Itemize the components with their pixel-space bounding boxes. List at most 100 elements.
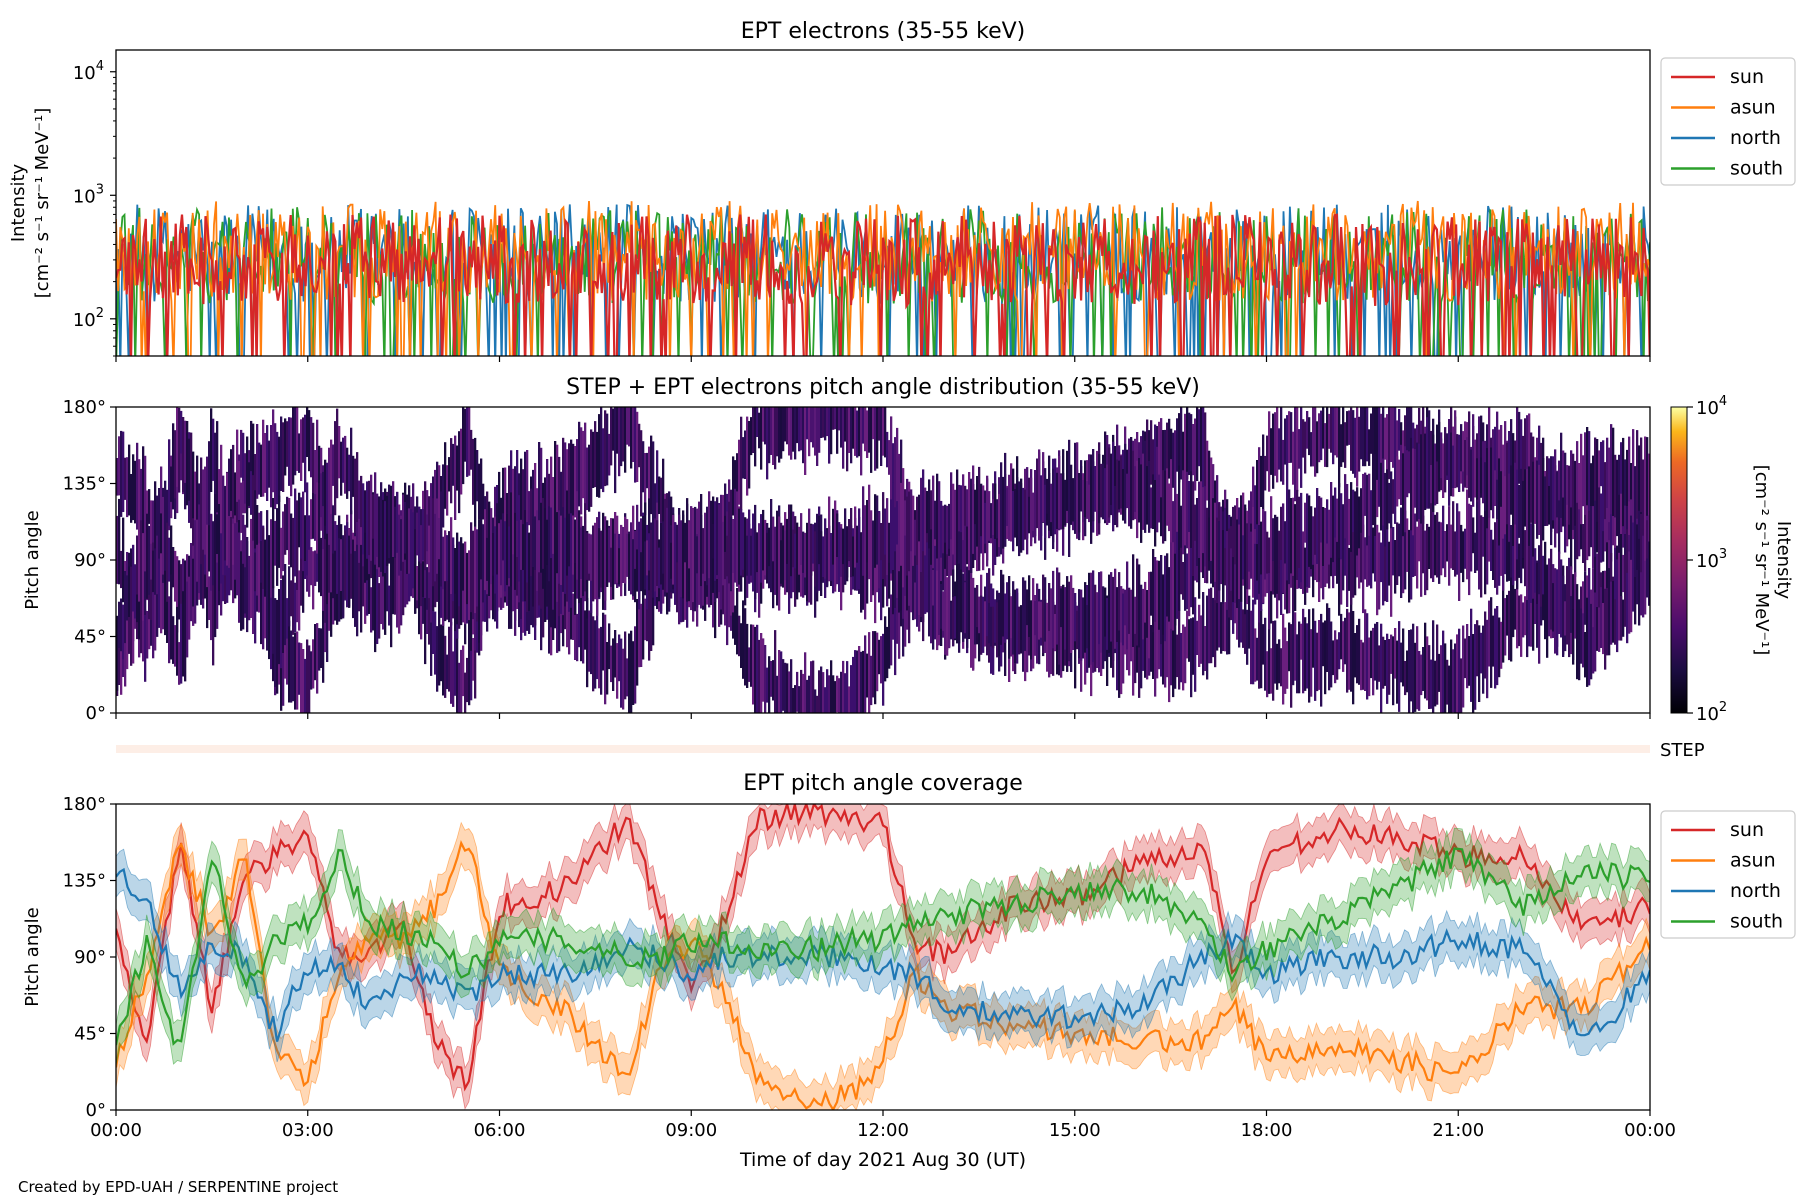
heatmap-cell [910, 489, 913, 552]
heatmap-cell [1524, 530, 1527, 587]
heatmap-cell [792, 688, 795, 713]
heatmap-cell [476, 529, 479, 607]
heatmap-cell [630, 407, 633, 469]
heatmap-cell [438, 518, 441, 560]
heatmap-cell [778, 650, 781, 713]
heatmap-cell [568, 513, 571, 567]
heatmap-cell [526, 565, 529, 612]
heatmap-cell [1368, 509, 1371, 586]
heatmap-cell [926, 491, 929, 534]
heatmap-cell [1098, 572, 1101, 645]
heatmap-cell [1564, 452, 1567, 527]
colorbar-label-line1: Intensity [1773, 521, 1794, 600]
heatmap-cell [142, 533, 145, 589]
heatmap-cell [1592, 627, 1595, 674]
heatmap-cell [586, 532, 589, 580]
heatmap-cell [1504, 421, 1507, 491]
heatmap-cell [1526, 468, 1529, 559]
heatmap-cell [274, 598, 277, 687]
heatmap-cell [944, 568, 947, 655]
heatmap-cell [1230, 548, 1233, 591]
heatmap-cell [1398, 409, 1401, 451]
heatmap-cell [1360, 407, 1363, 460]
heatmap-cell [1498, 458, 1501, 546]
heatmap-cell [1580, 433, 1583, 525]
heatmap-cell [334, 421, 337, 516]
panel-2-ylabel: Pitch angle [22, 510, 43, 609]
heatmap-cell [906, 496, 909, 576]
colorbar-gradient [1670, 406, 1688, 714]
heatmap-cell [1318, 496, 1321, 582]
heatmap-cell [638, 589, 641, 668]
heatmap-cell [860, 407, 863, 476]
heatmap-cell [1294, 407, 1297, 502]
heatmap-cell [1080, 460, 1083, 512]
heatmap-cell [1294, 504, 1297, 583]
heatmap-cell [1306, 493, 1309, 587]
heatmap-cell [662, 521, 665, 574]
heatmap-cell [568, 443, 571, 525]
heatmap-cell [570, 599, 573, 640]
heatmap-cell [792, 407, 795, 452]
y-tick-label: 135° [63, 871, 106, 892]
heatmap-cell [1474, 624, 1477, 710]
heatmap-cell [1488, 470, 1491, 518]
heatmap-cell [718, 505, 721, 593]
heatmap-cell [1552, 583, 1555, 632]
heatmap-cell [1024, 489, 1027, 540]
heatmap-cell [782, 544, 785, 588]
heatmap-cell [428, 525, 431, 573]
heatmap-cell [132, 454, 135, 521]
heatmap-cell [1194, 504, 1197, 541]
heatmap-cell [1516, 469, 1519, 560]
heatmap-cell [152, 577, 155, 659]
heatmap-cell [290, 513, 293, 568]
heatmap-cell [138, 566, 141, 640]
heatmap-cell [1182, 470, 1185, 555]
heatmap-cell [760, 407, 763, 470]
heatmap-cell [934, 545, 937, 640]
heatmap-cell [734, 605, 737, 645]
heatmap-cell [308, 515, 311, 550]
heatmap-cell [1630, 559, 1633, 633]
heatmap-cell [140, 468, 143, 521]
heatmap-cell [892, 540, 895, 615]
heatmap-cell [576, 439, 579, 494]
heatmap-cell [1380, 462, 1383, 531]
heatmap-cell [1344, 422, 1347, 468]
heatmap-cell [440, 491, 443, 587]
heatmap-cell [1254, 485, 1257, 531]
heatmap-cell [868, 484, 871, 580]
heatmap-cell [864, 407, 867, 452]
heatmap-cell [1490, 529, 1493, 571]
heatmap-cell [230, 449, 233, 511]
heatmap-cell [860, 651, 863, 713]
heatmap-cell [1338, 521, 1341, 616]
heatmap-cell [144, 529, 147, 572]
heatmap-cell [626, 658, 629, 697]
heatmap-cell [614, 533, 617, 585]
heatmap-cell [898, 453, 901, 492]
heatmap-cell [250, 420, 253, 515]
heatmap-cell [1152, 474, 1155, 529]
heatmap-cell [988, 603, 991, 644]
heatmap-cell [1544, 541, 1547, 632]
heatmap-cell [974, 489, 977, 525]
heatmap-cell [640, 552, 643, 592]
heatmap-cell [226, 472, 229, 566]
heatmap-cell [192, 558, 195, 607]
heatmap-cell [840, 671, 843, 713]
heatmap-cell [852, 656, 855, 713]
heatmap-cell [290, 630, 293, 703]
heatmap-cell [1080, 589, 1083, 661]
heatmap-cell [1072, 478, 1075, 522]
heatmap-cell [1150, 571, 1153, 616]
heatmap-cell [1414, 642, 1417, 712]
heatmap-cell [1468, 411, 1471, 488]
heatmap-cell [722, 521, 725, 586]
heatmap-cell [1356, 487, 1359, 556]
heatmap-cell [324, 539, 327, 623]
heatmap-cell [746, 623, 749, 688]
heatmap-cell [918, 541, 921, 615]
heatmap-cell [1518, 595, 1521, 647]
